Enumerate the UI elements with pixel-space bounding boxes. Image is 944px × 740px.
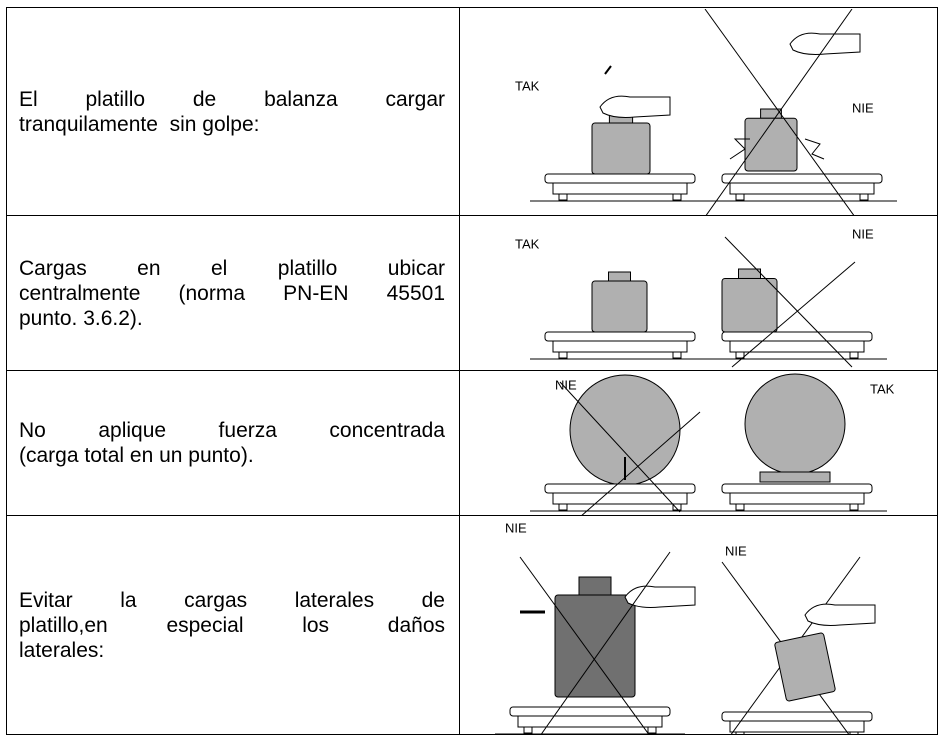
scale-body (729, 720, 865, 732)
cross-line (704, 8, 855, 215)
illustration: TAK NIE (515, 226, 887, 367)
scale-pan (544, 173, 696, 183)
scale-body (552, 340, 688, 352)
cross-line (705, 8, 853, 215)
illustration: TAK NIE (515, 8, 897, 215)
illustration-label: TAK (870, 381, 895, 396)
cross-line (731, 261, 856, 367)
text-cell: El platillo de balanza cargar tranquilame… (6, 7, 460, 216)
table-row: Cargas en el platillo ubicar centralmente… (6, 215, 938, 371)
text-line: centralmente (norma PN-EN 45501 (19, 281, 445, 305)
scale-foot (672, 503, 682, 510)
scale-foot (849, 731, 859, 734)
text-cell: Evitar la cargas laterales de platillo,en… (6, 515, 460, 735)
weight-body (591, 280, 648, 332)
scale-foot (859, 193, 869, 200)
scale-body (517, 715, 663, 727)
scale-pan (509, 706, 671, 716)
impact (729, 138, 825, 159)
illustration-cell: NIE NIE (459, 515, 938, 735)
cross-line (519, 556, 650, 734)
weight-knob (578, 576, 612, 595)
scale-body (729, 182, 875, 194)
cross-line (724, 236, 853, 367)
weight-body (744, 117, 798, 172)
instruction-text: Cargas en el platillo ubicar centralmente… (19, 256, 445, 331)
ball (744, 373, 846, 474)
cross-line (559, 381, 681, 512)
scale-foot (849, 351, 859, 358)
cross-line (540, 551, 671, 734)
instruction-text: No aplique fuerza concentrada (carga tota… (19, 418, 445, 468)
illustration-label: TAK (515, 78, 540, 93)
scale-foot (672, 193, 682, 200)
illustration-cell: TAK NIE (459, 7, 938, 216)
instruction-text: El platillo de balanza cargar tranquilame… (19, 87, 445, 137)
scale-foot (558, 193, 568, 200)
illustration-cell: NIE TAK (459, 370, 938, 516)
illustration-label: TAK (515, 236, 540, 251)
scale-foot (735, 731, 745, 734)
illustration-label: NIE (555, 377, 577, 392)
illustration-label: NIE (852, 226, 874, 241)
scale-pan (721, 483, 873, 493)
instruction-text: Evitar la cargas laterales de platillo,en… (19, 588, 445, 663)
scale-foot (558, 351, 568, 358)
scale-body (552, 182, 688, 194)
arrow (604, 64, 612, 75)
table-row: Evitar la cargas laterales de platillo,en… (6, 515, 938, 735)
scale-pan (721, 331, 873, 341)
text-line: El platillo de balanza cargar (19, 87, 445, 111)
scale-foot (735, 503, 745, 510)
scale-foot (672, 351, 682, 358)
illustration: NIE TAK (530, 373, 895, 515)
weight-body (554, 594, 636, 697)
text-line: Cargas en el platillo ubicar (19, 256, 445, 280)
weight-body (774, 632, 836, 701)
scale-pan (721, 173, 883, 183)
text-line: (carga total en un punto). (19, 444, 254, 467)
hand (789, 32, 861, 55)
scale-foot (523, 726, 533, 733)
weight-body (591, 122, 651, 174)
scale-foot (558, 503, 568, 510)
text-cell: Cargas en el platillo ubicar centralmente… (6, 215, 460, 371)
pad (759, 471, 831, 482)
weight-knob (608, 271, 631, 281)
scale-pan (544, 331, 696, 341)
illustration-label: NIE (505, 520, 527, 535)
scale-body (729, 340, 865, 352)
illustration-cell: TAK NIE (459, 215, 938, 371)
scale-body (729, 492, 865, 504)
text-cell: No aplique fuerza concentrada (carga tota… (6, 370, 460, 516)
text-line: punto. 3.6.2). (19, 306, 143, 330)
instruction-table: El platillo de balanza cargar tranquilame… (6, 7, 938, 735)
scale-foot (849, 503, 859, 510)
hand (599, 95, 671, 118)
text-line: Evitar la cargas laterales de (19, 588, 445, 612)
table-row: No aplique fuerza concentrada (carga tota… (6, 370, 938, 516)
scale-foot (735, 193, 745, 200)
cross-line (581, 411, 701, 515)
hand (624, 585, 696, 608)
scale-foot (647, 726, 657, 733)
scale-pan (544, 483, 696, 493)
scale-foot (735, 351, 745, 358)
text-line: platillo,en especial los daños (19, 613, 445, 637)
text-line: tranquilamente sin golpe: (19, 112, 260, 136)
illustration-label: NIE (852, 100, 874, 115)
text-line: laterales: (19, 638, 105, 662)
illustration: NIE NIE (495, 520, 876, 734)
hand (804, 603, 876, 626)
illustration-label: NIE (725, 543, 747, 558)
scale-body (552, 492, 688, 504)
text-line: No aplique fuerza concentrada (19, 419, 445, 442)
table-row: El platillo de balanza cargar tranquilame… (6, 7, 938, 216)
weight-body (721, 277, 778, 332)
